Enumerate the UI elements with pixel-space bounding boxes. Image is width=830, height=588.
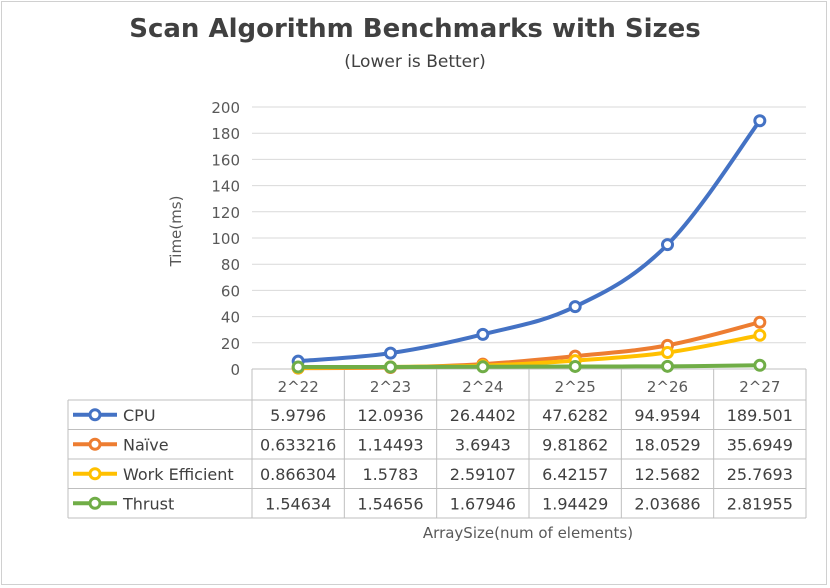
y-tick-label: 140 [211,178,240,196]
data-label: 35.6949 [727,435,793,454]
data-label: 0.633216 [260,435,336,454]
x-tick-label: 2^23 [370,378,411,396]
series-line-na-ve [296,320,762,371]
y-tick-label: 160 [211,151,240,169]
data-point-work-efficient [753,328,767,342]
data-label: 47.6282 [542,406,608,425]
data-point-cpu [661,238,674,252]
data-label: 1.94429 [542,494,608,513]
data-label: 1.5783 [363,465,419,484]
legend-label-thrust: Thrust [122,494,174,513]
data-label: 12.5682 [634,465,700,484]
y-tick-label: 200 [211,99,240,117]
data-label: 2.81955 [727,494,793,513]
data-point-cpu [384,346,397,360]
data-label: 1.14493 [357,435,423,454]
legend-label-na-ve: Naïve [123,435,169,454]
data-label: 189.501 [727,406,793,425]
data-label: 5.9796 [270,406,326,425]
y-tick-label: 40 [221,309,240,327]
x-tick-label: 2^22 [278,378,319,396]
data-point-cpu [753,114,767,128]
y-tick-label: 20 [221,335,240,353]
chart-title: Scan Algorithm Benchmarks with Sizes [129,14,701,44]
data-label: 94.9594 [634,406,700,425]
data-label: 25.7693 [727,465,793,484]
data-label: 1.54656 [357,494,423,513]
data-point-thrust [476,360,490,374]
data-label: 1.54634 [265,494,331,513]
legend-label-cpu: CPU [123,406,156,425]
y-tick-label: 100 [211,230,240,248]
y-tick-label: 60 [221,282,240,300]
x-tick-label: 2^26 [647,378,688,396]
x-axis-label: ArraySize(num of elements) [422,524,634,542]
x-tick-label: 2^24 [462,378,503,396]
series-line-cpu [296,118,762,364]
data-label: 12.0936 [357,406,423,425]
data-point-na-ve [753,315,767,329]
y-tick-label: 80 [221,256,240,274]
data-point-cpu [476,327,490,341]
chart-subtitle: (Lower is Better) [344,52,486,72]
series-line-thrust [296,363,762,369]
data-point-thrust [661,359,674,373]
x-tick-label: 2^27 [739,378,780,396]
y-tick-label: 120 [211,204,240,222]
data-label: 6.42157 [542,465,608,484]
legend-marker-work-efficient [88,467,102,481]
legend-marker-na-ve [88,437,102,451]
data-point-thrust [384,360,397,374]
data-label: 0.866304 [260,465,336,484]
legend-marker-cpu [88,408,102,422]
y-tick-label: 0 [230,361,240,379]
data-label: 18.0529 [634,435,700,454]
data-point-thrust [568,359,582,373]
data-point-thrust [753,358,767,372]
legend-marker-thrust [88,496,102,510]
legend-label-work-efficient: Work Efficient [123,465,234,484]
data-point-thrust [291,360,305,374]
data-label: 1.67946 [450,494,516,513]
data-label: 2.03686 [634,494,700,513]
data-label: 26.4402 [450,406,516,425]
data-point-work-efficient [661,346,674,360]
y-tick-label: 180 [211,125,240,143]
data-label: 9.81862 [542,435,608,454]
x-tick-label: 2^25 [555,378,596,396]
data-point-cpu [568,300,582,314]
data-label: 2.59107 [450,465,516,484]
data-label: 3.6943 [455,435,511,454]
